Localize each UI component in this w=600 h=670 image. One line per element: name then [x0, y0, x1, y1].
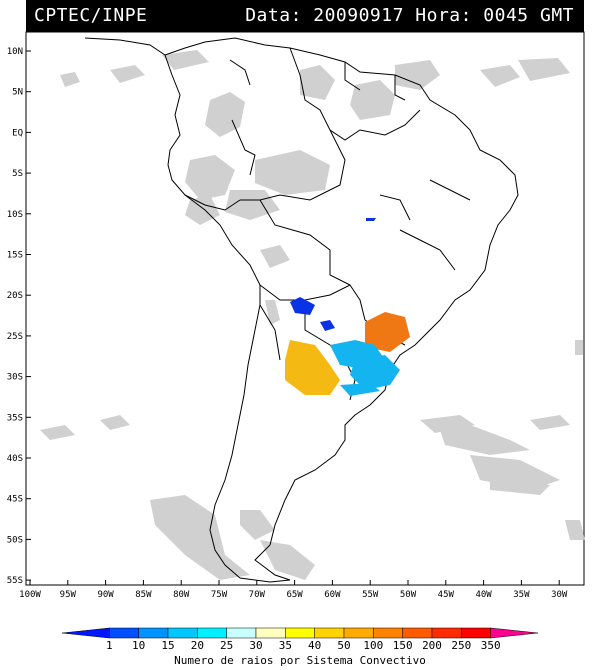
- colorbar-value: 30: [249, 639, 262, 652]
- lat-label: 40S: [7, 454, 23, 464]
- lat-label: 15S: [7, 251, 23, 261]
- colorbar-label: Numero de raios por Sistema Convectivo: [174, 654, 426, 667]
- system-blue-1: [290, 297, 315, 315]
- lon-label: 80W: [173, 590, 190, 600]
- lat-label: EQ: [12, 128, 23, 138]
- lon-label: 60W: [324, 590, 341, 600]
- colorbar-segment: [461, 627, 491, 639]
- colorbar-segment: [314, 627, 345, 639]
- latitude-labels: 10N 5N EQ 5S 10S 15S 20S 25S 30S 35S 40S 45S 50S 55S: [7, 47, 31, 586]
- lon-label: 30W: [551, 590, 568, 600]
- lon-label: 90W: [97, 590, 114, 600]
- title-bar: CPTEC/INPE Data: 20090917 Hora: 0045 GMT: [26, 0, 584, 32]
- colorbar-segment: [167, 627, 198, 639]
- colorbar-segment: [226, 627, 257, 639]
- colorbar-value: 50: [337, 639, 350, 652]
- lon-label: 100W: [19, 590, 41, 600]
- lat-label: 5S: [12, 169, 23, 179]
- system-yellow: [285, 340, 340, 395]
- colorbar-segment: [343, 627, 374, 639]
- colorbar-segment: [402, 627, 433, 639]
- colorbar-value: 200: [422, 639, 442, 652]
- colorbar-value: 10: [132, 639, 145, 652]
- system-blue-3: [366, 218, 376, 221]
- lat-label: 25S: [7, 332, 23, 342]
- colorbar-segment: [285, 627, 315, 639]
- lon-label: 45W: [438, 590, 455, 600]
- lon-label: 35W: [513, 590, 530, 600]
- system-cyan-2: [350, 355, 400, 390]
- lat-label: 10S: [7, 210, 23, 220]
- lat-label: 10N: [7, 47, 23, 57]
- colorbar-value: 100: [363, 639, 383, 652]
- lon-label: 95W: [60, 590, 77, 600]
- lat-label: 50S: [7, 535, 23, 545]
- lat-label: 55S: [7, 576, 23, 586]
- colorbar-value: 35: [279, 639, 292, 652]
- colorbar: 1 10 15 20 25 30 35 40 50 100 150 200 250 350: [61, 627, 539, 652]
- colorbar-value: 250: [451, 639, 471, 652]
- lon-label: 40W: [475, 590, 492, 600]
- colorbar-value: 15: [161, 639, 174, 652]
- colorbar-segment: [255, 627, 286, 639]
- colorbar-value: 20: [191, 639, 204, 652]
- lat-label: 35S: [7, 413, 23, 423]
- colorbar-value: 150: [393, 639, 413, 652]
- system-cyan-3: [340, 383, 380, 396]
- colorbar-value: 25: [220, 639, 233, 652]
- colorbar-segment: [431, 627, 462, 639]
- lon-label: 75W: [211, 590, 228, 600]
- lon-label: 55W: [362, 590, 379, 600]
- system-orange: [365, 312, 410, 352]
- cloud-cover: [40, 50, 585, 580]
- colorbar-segment: [490, 627, 539, 639]
- lat-label: 30S: [7, 373, 23, 383]
- lightning-map: 10N5NEQ5S10S15S20S25S30S35S40S45S50S55S …: [7, 31, 585, 600]
- colorbar-segment: [373, 627, 403, 639]
- colorbar-segment: [138, 627, 169, 639]
- colorbar-segment: [61, 627, 110, 639]
- convective-systems: [285, 218, 410, 396]
- colorbar-segment: [109, 627, 139, 639]
- lon-label: 50W: [400, 590, 417, 600]
- system-blue-2: [320, 320, 335, 331]
- colorbar-segment: [197, 627, 227, 639]
- colorbar-value: 1: [106, 639, 113, 652]
- longitude-labels: 100W 95W 90W 85W 80W 75W 70W 65W 60W 55W 50W 45W 40W…: [19, 580, 568, 600]
- lat-label: 5N: [12, 88, 23, 98]
- lon-label: 70W: [249, 590, 266, 600]
- lat-label: 45S: [7, 495, 23, 505]
- lon-label: 85W: [135, 590, 152, 600]
- colorbar-value: 40: [308, 639, 321, 652]
- lon-label: 65W: [286, 590, 303, 600]
- agency-label: CPTEC/INPE: [34, 5, 148, 26]
- date-time-label: Data: 20090917 Hora: 0045 GMT: [245, 5, 574, 26]
- colorbar-value: 350: [481, 639, 501, 652]
- lat-label: 20S: [7, 291, 23, 301]
